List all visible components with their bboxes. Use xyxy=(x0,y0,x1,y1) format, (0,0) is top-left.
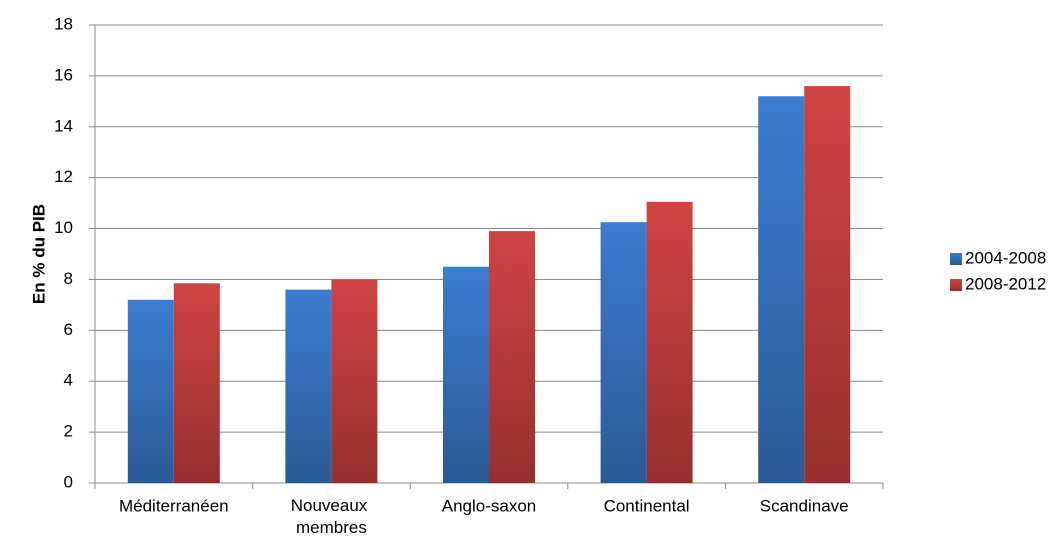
y-tick-label: 6 xyxy=(64,320,73,339)
y-tick-label: 10 xyxy=(54,218,73,237)
bar xyxy=(285,289,332,483)
x-tick-label: Anglo-saxon xyxy=(442,496,537,515)
x-tick-label: Méditerranéen xyxy=(119,496,229,515)
legend-swatch xyxy=(950,279,962,291)
x-tick-label: Scandinave xyxy=(760,496,849,515)
y-tick-label: 2 xyxy=(64,422,73,441)
bar xyxy=(600,222,647,483)
bar xyxy=(173,283,220,483)
x-tick-label: Continental xyxy=(604,496,690,515)
bar xyxy=(443,266,489,483)
y-tick-label: 16 xyxy=(54,65,73,84)
y-tick-label: 8 xyxy=(64,269,73,288)
bar xyxy=(331,279,378,483)
y-axis-label: En % du PIB xyxy=(29,204,48,304)
legend-label: 2004-2008 xyxy=(965,248,1046,267)
x-tick-label: Nouveaux membres xyxy=(291,496,372,537)
bar xyxy=(127,299,174,483)
y-tick-label: 4 xyxy=(64,371,73,390)
bar xyxy=(646,201,693,484)
y-tick-label: 12 xyxy=(54,167,73,186)
y-tick-label: 14 xyxy=(54,116,73,135)
y-tick-label: 18 xyxy=(54,14,73,33)
y-tick-label: 0 xyxy=(64,472,73,491)
bar xyxy=(489,231,535,483)
bar xyxy=(804,86,851,484)
legend-swatch xyxy=(950,253,962,265)
legend-label: 2008-2012 xyxy=(965,274,1046,293)
bar xyxy=(758,96,805,483)
